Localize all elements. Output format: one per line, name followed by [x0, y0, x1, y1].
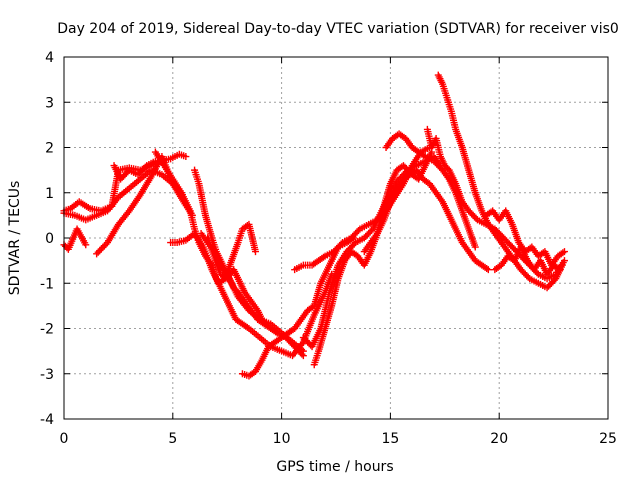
- data-point: [82, 241, 90, 249]
- data-point: [560, 257, 568, 265]
- y-tick-label: 0: [45, 231, 54, 247]
- data-point: [96, 247, 104, 255]
- series-18: [434, 71, 566, 292]
- y-tick-label: 3: [45, 95, 54, 111]
- data-point: [368, 226, 376, 234]
- series-2: [60, 166, 186, 224]
- chart-title: Day 204 of 2019, Sidereal Day-to-day VTE…: [57, 21, 619, 37]
- y-tick-label: -3: [40, 367, 54, 383]
- x-tick-label: 10: [273, 431, 291, 447]
- data-point: [260, 320, 268, 328]
- series-16: [382, 130, 479, 251]
- series-5: [110, 157, 159, 183]
- data-point: [559, 249, 567, 257]
- data-points: [60, 71, 568, 380]
- data-point: [99, 243, 107, 251]
- data-point: [94, 248, 102, 256]
- y-axis-label: SDTVAR / TECUs: [7, 181, 23, 296]
- data-point: [93, 250, 101, 258]
- series-4: [93, 153, 196, 258]
- series-14: [310, 148, 436, 369]
- data-point: [337, 240, 345, 248]
- series-6: [151, 148, 336, 360]
- data-point: [560, 248, 568, 256]
- y-tick-label: -4: [40, 412, 54, 428]
- series-17: [423, 125, 568, 283]
- y-tick-label: 1: [45, 186, 54, 202]
- series-12: [291, 144, 434, 274]
- data-point: [484, 266, 492, 274]
- x-tick-label: 20: [490, 431, 508, 447]
- data-point: [100, 242, 108, 250]
- data-point: [272, 328, 280, 336]
- data-point: [558, 261, 566, 269]
- series-15: [360, 166, 492, 274]
- x-tick-label: 5: [168, 431, 177, 447]
- series-20: [491, 243, 564, 278]
- data-point: [420, 151, 428, 159]
- data-point: [556, 266, 564, 274]
- data-point: [251, 248, 259, 256]
- y-tick-label: -2: [40, 322, 54, 338]
- data-point: [299, 352, 307, 360]
- data-point: [354, 226, 362, 234]
- y-tick-label: 2: [45, 141, 54, 157]
- y-tick-label: -1: [40, 276, 54, 292]
- data-point: [554, 265, 562, 273]
- data-point: [97, 245, 105, 253]
- plot-frame: [63, 56, 609, 420]
- x-tick-label: 0: [60, 431, 69, 447]
- data-point: [182, 153, 190, 161]
- data-point: [472, 214, 480, 222]
- data-point: [151, 157, 159, 165]
- data-point: [350, 240, 358, 248]
- y-tick-label: 4: [45, 50, 54, 66]
- data-point: [298, 350, 306, 358]
- series-3: [60, 225, 90, 253]
- series-11: [238, 234, 357, 380]
- data-point: [319, 253, 327, 261]
- x-tick-label: 15: [381, 431, 399, 447]
- grid: [64, 57, 608, 419]
- data-point: [471, 243, 479, 251]
- series-10: [204, 234, 268, 328]
- x-tick-label: 25: [599, 431, 617, 447]
- data-point: [483, 265, 491, 273]
- data-point: [524, 273, 532, 281]
- tick-labels: 0 5 10 15 20 25 -4 -3 -2 -1 0 1 2 3 4: [40, 50, 617, 447]
- x-axis-label: GPS time / hours: [276, 459, 393, 475]
- data-point: [141, 163, 149, 171]
